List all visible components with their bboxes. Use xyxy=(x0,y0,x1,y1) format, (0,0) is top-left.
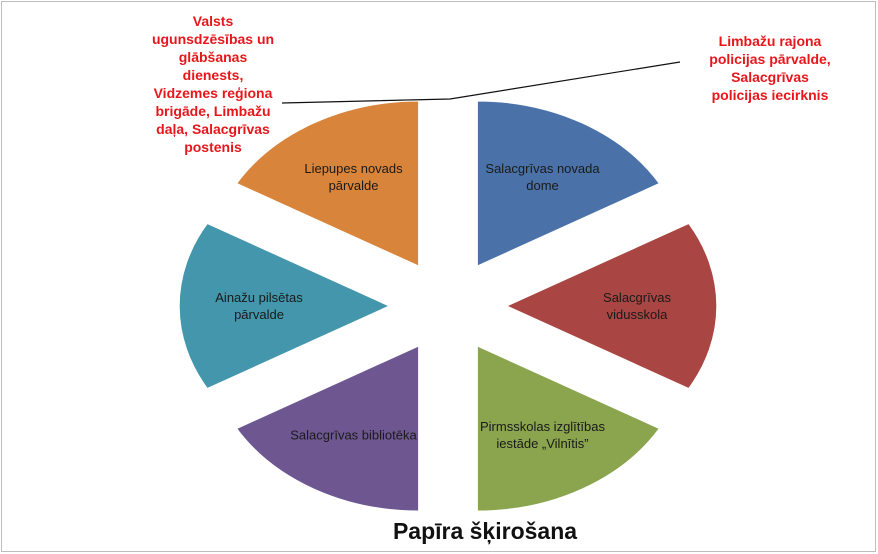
slice-label: Pirmsskolas izglītības iestāde „Vilnītis… xyxy=(480,418,605,451)
pie-slice xyxy=(476,100,661,267)
slice-label: Salacgrīvas bibliotēka xyxy=(290,427,417,443)
annotation: Limbažu rajona policijas pārvalde, Salac… xyxy=(709,33,831,103)
slice-label: Salacgrīvas vidusskola xyxy=(603,290,671,322)
annotation: Valsts ugunsdzēsības un glābšanas dienes… xyxy=(151,13,275,155)
leader-line xyxy=(281,61,681,104)
pie-slice xyxy=(235,345,420,512)
pie-slice xyxy=(178,222,391,390)
chart-title: Papīra šķirošana xyxy=(392,518,578,544)
slice-label: Ainažu pilsētas pārvalde xyxy=(215,290,303,322)
pie-slice xyxy=(476,345,661,512)
pie-slice xyxy=(505,222,718,390)
slice-label: Salacgrīvas novada dome xyxy=(485,161,600,194)
pie-slice xyxy=(235,100,420,267)
slice-label: Liepupes novads pārvalde xyxy=(304,161,403,194)
